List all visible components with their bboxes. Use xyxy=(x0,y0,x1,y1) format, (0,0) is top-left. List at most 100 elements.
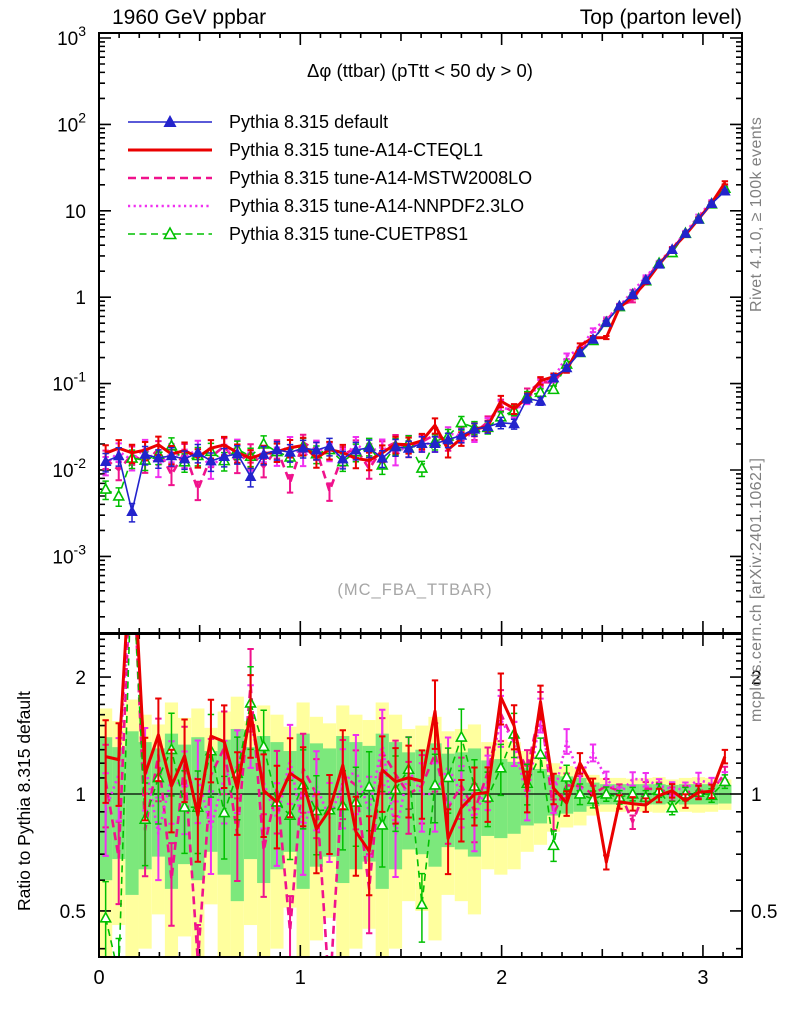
filled-triangle-marker xyxy=(679,227,692,238)
open-triangle-marker xyxy=(114,970,124,979)
filled-triangle-marker xyxy=(310,443,323,455)
filled-triangle-marker xyxy=(192,446,204,457)
beam-title: 1960 GeV ppbar xyxy=(112,6,267,29)
open-triangle-marker xyxy=(494,761,508,773)
y-tick-label: 10-1 xyxy=(52,369,86,396)
filled-triangle-marker xyxy=(376,451,389,463)
filled-triangle-marker xyxy=(442,433,454,445)
filled-triangle-marker xyxy=(297,441,309,453)
open-triangle-marker xyxy=(547,382,560,395)
filled-triangle-marker xyxy=(257,448,270,459)
filled-triangle-marker xyxy=(521,392,533,403)
filled-triangle-marker xyxy=(271,443,283,455)
filled-triangle-marker xyxy=(205,454,217,466)
ratio-tick-label-right: 2 xyxy=(751,668,762,689)
filled-triangle-marker xyxy=(560,361,573,373)
open-triangle-marker xyxy=(534,747,547,759)
open-triangle-marker xyxy=(127,549,137,558)
filled-triangle-marker xyxy=(613,299,626,311)
series-markers xyxy=(99,184,731,516)
legend-samples xyxy=(128,114,212,240)
filled-triangle-marker xyxy=(481,420,494,432)
open-triangle-marker xyxy=(99,482,112,494)
filled-triangle-marker xyxy=(231,447,244,459)
legend-label-nnpdf: Pythia 8.315 tune-A14-NNPDF2.3LO xyxy=(229,196,525,216)
open-triangle-marker xyxy=(573,787,587,799)
band-green xyxy=(99,728,732,902)
series-pythia-8-315-default-main xyxy=(99,184,731,523)
filled-triangle-marker xyxy=(468,423,481,434)
open-triangle-marker xyxy=(362,779,376,792)
open-triangle-marker xyxy=(441,770,455,783)
open-triangle-marker xyxy=(428,778,442,790)
filled-triangle-marker xyxy=(692,213,705,224)
ratio-tick-label-left: 1 xyxy=(75,785,86,806)
open-triangle-marker xyxy=(415,461,429,473)
filled-triangle-marker xyxy=(534,394,547,406)
filled-triangle-marker xyxy=(163,114,177,127)
filled-triangle-marker xyxy=(626,288,639,300)
filled-triangle-marker xyxy=(600,316,613,327)
filled-triangle-marker xyxy=(547,371,560,383)
ratio-tick-label-left: 0.5 xyxy=(60,902,86,923)
y-tick-label: 10-3 xyxy=(52,541,86,568)
open-triangle-marker xyxy=(217,805,231,818)
open-triangle-marker xyxy=(455,730,468,742)
filled-triangle-marker xyxy=(639,273,652,285)
open-triangle-marker xyxy=(600,787,613,799)
filled-triangle-marker xyxy=(508,417,520,429)
open-triangle-marker xyxy=(415,897,429,910)
filled-triangle-marker xyxy=(363,441,375,453)
filled-triangle-marker xyxy=(402,442,415,453)
filled-triangle-marker xyxy=(587,333,599,344)
filled-triangle-marker xyxy=(165,449,178,461)
filled-triangle-marker xyxy=(99,455,112,467)
filled-triangle-marker xyxy=(389,440,402,452)
legend-label-cuetp8s1: Pythia 8.315 tune-CUETP8S1 xyxy=(229,224,469,244)
filled-triangle-marker xyxy=(112,449,125,461)
filled-triangle-marker xyxy=(323,439,336,451)
analysis-watermark: (MC_FBA_TTBAR) xyxy=(337,581,493,599)
filled-triangle-marker xyxy=(429,437,441,449)
y-tick-label: 102 xyxy=(57,109,86,136)
filled-triangle-marker xyxy=(350,443,362,455)
y-tick-label: 1 xyxy=(75,288,86,309)
mcplots-arxiv-caption: mcplots.cern.ch [arXiv:2401.10621] xyxy=(748,457,765,722)
main-panel-series xyxy=(99,180,732,523)
x-tick-label: 0 xyxy=(93,967,104,989)
open-triangle-marker xyxy=(560,770,573,782)
filled-triangle-marker xyxy=(126,505,138,516)
open-triangle-marker xyxy=(455,415,468,428)
filled-triangle-marker xyxy=(719,184,731,196)
filled-triangle-marker xyxy=(244,470,257,481)
filled-triangle-marker xyxy=(152,451,165,463)
filled-triangle-marker xyxy=(653,257,665,269)
ratio-panel-frame xyxy=(98,633,743,958)
y-tick-label: 103 xyxy=(57,23,86,50)
open-triangle-marker xyxy=(665,800,679,813)
filled-triangle-marker xyxy=(705,197,718,209)
filled-triangle-marker xyxy=(337,452,349,464)
rivet-version-caption: Rivet 4.1.0, ≥ 100k events xyxy=(748,116,765,312)
open-triangle-marker xyxy=(178,800,191,812)
x-tick-label: 3 xyxy=(697,967,708,989)
y-tick-label: 10-2 xyxy=(52,455,86,482)
legend-label-mstw: Pythia 8.315 tune-A14-MSTW2008LO xyxy=(229,168,533,188)
ratio-tick-label-left: 2 xyxy=(75,668,86,689)
open-triangle-marker xyxy=(718,774,732,787)
filled-triangle-marker xyxy=(455,429,468,440)
series-pythia-8-315-tune-a14-cteql1-ratio xyxy=(102,634,729,897)
open-triangle-marker xyxy=(375,818,389,830)
filled-triangle-marker xyxy=(178,452,191,464)
filled-triangle-marker xyxy=(416,437,428,449)
filled-triangle-marker xyxy=(218,450,230,461)
ratio-tick-label-right: 1 xyxy=(751,785,762,806)
series-line xyxy=(105,634,727,864)
x-tick-label: 2 xyxy=(496,967,507,989)
legend-label-cteql1: Pythia 8.315 tune-A14-CTEQL1 xyxy=(229,140,484,160)
open-triangle-marker xyxy=(99,910,112,923)
filled-triangle-marker xyxy=(666,243,678,254)
filled-triangle-marker xyxy=(574,346,586,357)
